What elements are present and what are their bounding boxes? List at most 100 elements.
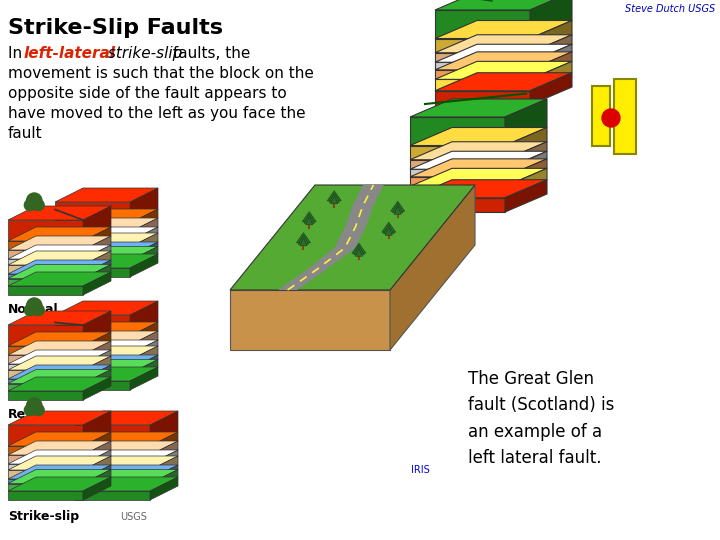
Polygon shape [75, 411, 178, 425]
Polygon shape [8, 274, 83, 279]
Polygon shape [435, 10, 530, 38]
Polygon shape [297, 233, 310, 243]
Polygon shape [8, 450, 111, 464]
Polygon shape [75, 483, 150, 491]
Text: faults, the: faults, the [168, 46, 251, 61]
Polygon shape [8, 286, 83, 295]
Polygon shape [130, 301, 158, 336]
Polygon shape [410, 117, 505, 145]
Circle shape [27, 398, 42, 414]
Polygon shape [150, 477, 178, 500]
Polygon shape [8, 491, 83, 500]
Polygon shape [75, 441, 178, 455]
Polygon shape [75, 479, 150, 483]
Polygon shape [83, 369, 111, 391]
Polygon shape [530, 52, 572, 79]
Polygon shape [83, 227, 111, 250]
Polygon shape [55, 227, 158, 241]
Polygon shape [8, 311, 111, 325]
Text: In: In [8, 46, 27, 61]
Polygon shape [8, 455, 83, 464]
Polygon shape [150, 441, 178, 464]
Polygon shape [83, 450, 111, 470]
Polygon shape [83, 332, 111, 355]
Polygon shape [8, 265, 83, 274]
Polygon shape [410, 159, 547, 177]
Polygon shape [8, 483, 83, 491]
Polygon shape [83, 411, 111, 446]
Polygon shape [8, 432, 111, 446]
Polygon shape [83, 350, 111, 370]
Polygon shape [55, 354, 130, 360]
Polygon shape [55, 336, 130, 345]
Polygon shape [75, 432, 178, 446]
Polygon shape [530, 35, 572, 62]
Polygon shape [330, 195, 338, 204]
Polygon shape [8, 245, 111, 259]
Polygon shape [8, 465, 111, 479]
Polygon shape [83, 456, 111, 479]
Polygon shape [410, 177, 505, 186]
Polygon shape [530, 62, 572, 91]
Polygon shape [8, 477, 111, 491]
Circle shape [24, 305, 35, 315]
Polygon shape [83, 432, 111, 455]
Polygon shape [8, 272, 111, 286]
Polygon shape [55, 246, 158, 260]
Polygon shape [8, 236, 111, 250]
Polygon shape [55, 346, 158, 360]
Polygon shape [8, 470, 83, 479]
Polygon shape [435, 21, 572, 38]
Polygon shape [83, 377, 111, 400]
Polygon shape [302, 212, 316, 222]
Polygon shape [395, 206, 401, 214]
Polygon shape [435, 52, 572, 70]
Polygon shape [55, 202, 130, 223]
Polygon shape [55, 188, 158, 202]
Polygon shape [55, 247, 130, 256]
Polygon shape [55, 268, 130, 277]
Polygon shape [8, 250, 83, 259]
Polygon shape [8, 260, 111, 274]
Polygon shape [435, 62, 530, 70]
Polygon shape [83, 206, 111, 241]
Polygon shape [530, 21, 572, 53]
Polygon shape [83, 477, 111, 500]
Polygon shape [55, 209, 158, 223]
Polygon shape [8, 364, 83, 370]
Polygon shape [55, 369, 130, 374]
Polygon shape [83, 272, 111, 295]
Polygon shape [75, 465, 178, 479]
Polygon shape [8, 356, 111, 370]
Polygon shape [83, 465, 111, 483]
Text: USGS: USGS [120, 512, 147, 522]
Polygon shape [435, 70, 530, 79]
Polygon shape [55, 367, 158, 381]
Text: Strike-slip: Strike-slip [8, 510, 79, 523]
Polygon shape [8, 227, 111, 241]
Polygon shape [8, 241, 83, 250]
Polygon shape [130, 227, 158, 247]
Polygon shape [435, 91, 530, 105]
Text: have moved to the left as you face the: have moved to the left as you face the [8, 106, 305, 121]
Polygon shape [435, 44, 572, 62]
Polygon shape [8, 464, 83, 470]
Polygon shape [384, 225, 394, 234]
Polygon shape [390, 185, 475, 350]
Polygon shape [75, 455, 150, 464]
Polygon shape [8, 377, 111, 391]
Polygon shape [55, 301, 158, 315]
Polygon shape [8, 411, 111, 425]
Polygon shape [435, 79, 530, 91]
Polygon shape [8, 365, 111, 379]
Polygon shape [505, 141, 547, 169]
Polygon shape [55, 256, 130, 260]
Polygon shape [55, 331, 158, 345]
Polygon shape [8, 279, 83, 286]
Circle shape [24, 200, 35, 211]
Polygon shape [8, 206, 111, 220]
Polygon shape [130, 233, 158, 256]
Polygon shape [352, 243, 366, 253]
Polygon shape [55, 381, 130, 390]
Polygon shape [391, 201, 405, 211]
